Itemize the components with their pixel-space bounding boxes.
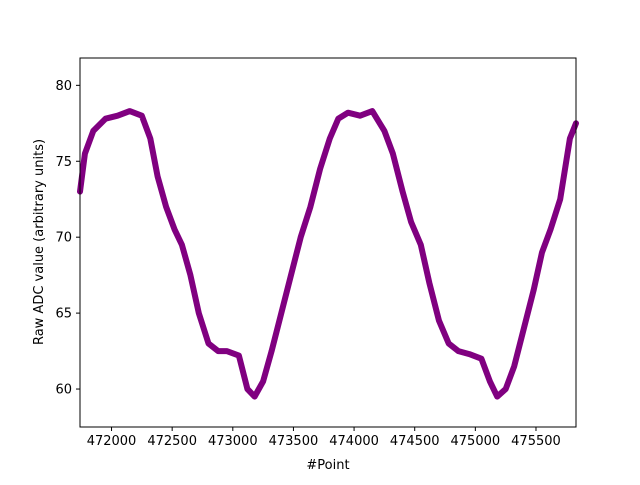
y-tick-label: 75 bbox=[55, 155, 72, 170]
x-axis-ticks: 472000 472500 473000 473500 474000 474500 4750… bbox=[87, 427, 561, 449]
y-tick-label: 60 bbox=[55, 383, 72, 398]
x-tick-label: 475500 bbox=[511, 434, 561, 449]
x-tick-label: 475000 bbox=[451, 434, 501, 449]
x-tick-label: 473500 bbox=[269, 434, 319, 449]
y-axis-label: Raw ADC value (arbitrary units) bbox=[32, 139, 47, 345]
x-tick-label: 474500 bbox=[390, 434, 440, 449]
y-tick-label: 65 bbox=[55, 307, 72, 322]
x-axis-label: #Point bbox=[306, 458, 349, 473]
x-tick-label: 473000 bbox=[208, 434, 258, 449]
y-axis-ticks: 60 65 70 75 80 bbox=[55, 79, 80, 398]
series-layer bbox=[77, 108, 579, 400]
series-line-0 bbox=[77, 108, 579, 400]
y-tick-label: 80 bbox=[55, 79, 72, 94]
y-tick-label: 70 bbox=[55, 231, 72, 246]
x-tick-label: 472500 bbox=[147, 434, 197, 449]
x-tick-label: 474000 bbox=[329, 434, 379, 449]
axes-frame bbox=[79, 57, 577, 428]
x-tick-label: 472000 bbox=[87, 434, 137, 449]
